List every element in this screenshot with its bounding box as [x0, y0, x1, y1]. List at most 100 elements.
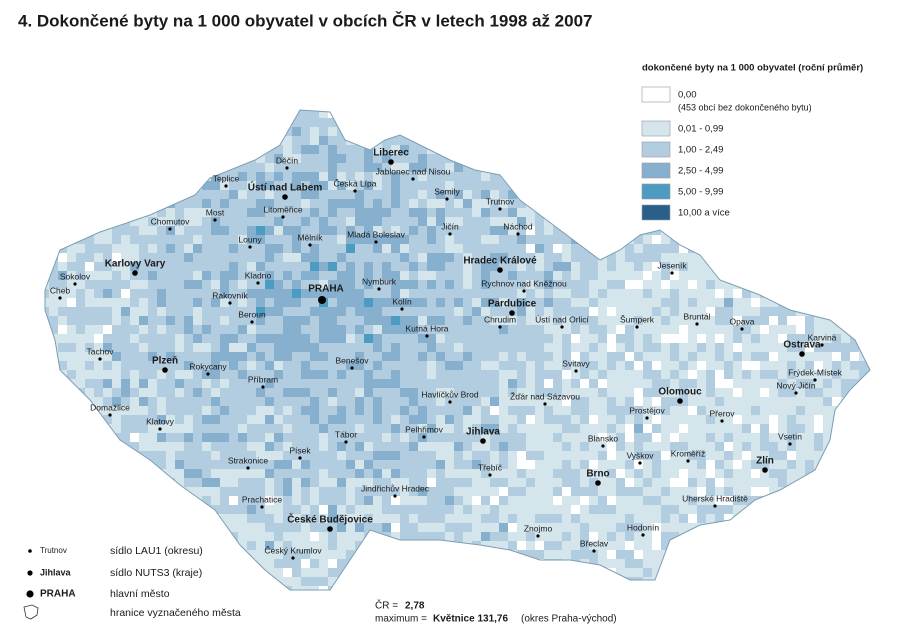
municipality-cell — [715, 559, 725, 569]
municipality-cell — [832, 190, 842, 200]
municipality-cell — [634, 469, 644, 479]
municipality-cell — [175, 433, 185, 443]
municipality-cell — [94, 181, 104, 191]
municipality-cell — [472, 154, 482, 164]
municipality-cell — [400, 217, 410, 227]
municipality-cell — [220, 271, 230, 281]
municipality-cell — [337, 253, 347, 263]
municipality-cell — [850, 505, 860, 515]
municipality-cell — [382, 568, 392, 578]
municipality-cell — [553, 307, 563, 317]
municipality-cell — [499, 325, 509, 335]
municipality-cell — [301, 280, 311, 290]
municipality-cell — [139, 190, 149, 200]
municipality-cell — [94, 397, 104, 407]
municipality-cell — [220, 253, 230, 263]
municipality-cell — [481, 550, 491, 560]
municipality-cell — [553, 577, 563, 587]
municipality-cell — [283, 397, 293, 407]
municipality-cell — [661, 110, 671, 119]
municipality-cell — [85, 550, 95, 560]
municipality-cell — [616, 379, 626, 389]
municipality-cell — [517, 343, 527, 353]
municipality-cell — [760, 199, 770, 209]
municipality-cell — [76, 100, 86, 110]
municipality-cell — [400, 181, 410, 191]
municipality-cell — [814, 550, 824, 560]
municipality-cell — [526, 424, 536, 434]
municipality-cell — [535, 145, 545, 155]
municipality-cell — [247, 343, 257, 353]
municipality-cell — [355, 487, 365, 497]
municipality-cell — [481, 100, 491, 110]
municipality-cell — [751, 514, 761, 524]
municipality-cell — [481, 514, 491, 524]
municipality-cell — [634, 262, 644, 272]
municipality-cell — [517, 469, 527, 479]
municipality-cell — [562, 541, 572, 551]
municipality-cell — [112, 505, 122, 515]
municipality-cell — [265, 262, 275, 272]
municipality-cell — [112, 496, 122, 506]
municipality-cell — [337, 244, 347, 254]
municipality-cell — [355, 559, 365, 569]
municipality-cell — [751, 298, 761, 308]
municipality-cell — [760, 505, 770, 515]
municipality-cell — [184, 154, 194, 164]
municipality-cell — [391, 379, 401, 389]
municipality-cell — [292, 244, 302, 254]
municipality-cell — [814, 415, 824, 425]
municipality-cell — [427, 568, 437, 578]
municipality-cell — [256, 415, 266, 425]
municipality-cell — [868, 154, 870, 164]
municipality-cell — [850, 541, 860, 551]
municipality-cell — [373, 379, 383, 389]
municipality-cell — [697, 550, 707, 560]
municipality-cell — [463, 271, 473, 281]
municipality-cell — [598, 577, 608, 587]
municipality-cell — [346, 262, 356, 272]
municipality-cell — [445, 289, 455, 299]
municipality-cell — [508, 397, 518, 407]
municipality-cell — [364, 460, 374, 470]
municipality-cell — [103, 433, 113, 443]
municipality-cell — [598, 298, 608, 308]
municipality-cell — [436, 271, 446, 281]
municipality-cell — [85, 487, 95, 497]
municipality-cell — [202, 352, 212, 362]
municipality-cell — [166, 442, 176, 452]
municipality-cell — [193, 505, 203, 515]
municipality-cell — [454, 397, 464, 407]
municipality-cell — [787, 532, 797, 542]
municipality-cell — [499, 244, 509, 254]
municipality-cell — [580, 343, 590, 353]
municipality-cell — [94, 424, 104, 434]
municipality-cell — [202, 541, 212, 551]
municipality-cell — [580, 190, 590, 200]
municipality-cell — [319, 208, 329, 218]
municipality-cell — [391, 514, 401, 524]
municipality-cell — [679, 415, 689, 425]
municipality-cell — [778, 550, 788, 560]
municipality-cell — [184, 451, 194, 461]
municipality-cell — [625, 460, 635, 470]
municipality-cell — [472, 280, 482, 290]
municipality-cell — [112, 514, 122, 524]
municipality-cell — [832, 334, 842, 344]
municipality-cell — [769, 397, 779, 407]
municipality-cell — [472, 523, 482, 533]
municipality-cell — [850, 460, 860, 470]
municipality-cell — [553, 181, 563, 191]
municipality-cell — [841, 181, 851, 191]
municipality-cell — [220, 442, 230, 452]
municipality-cell — [184, 505, 194, 515]
municipality-cell — [868, 226, 870, 236]
municipality-cell — [670, 262, 680, 272]
municipality-cell — [607, 325, 617, 335]
municipality-cell — [580, 208, 590, 218]
municipality-cell — [139, 370, 149, 380]
municipality-cell — [391, 505, 401, 515]
municipality-cell — [211, 559, 221, 569]
municipality-cell — [859, 127, 869, 137]
municipality-cell — [823, 343, 833, 353]
